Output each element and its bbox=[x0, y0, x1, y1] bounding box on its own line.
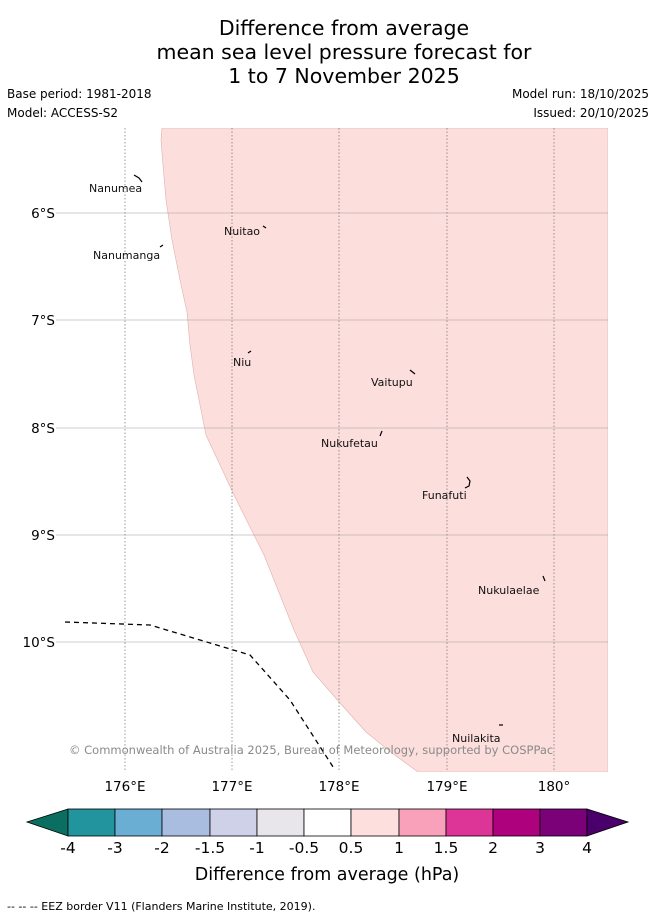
colorbar-tick: 1 bbox=[394, 839, 404, 857]
colorbar-tick: -1 bbox=[249, 839, 264, 857]
model-name: Model: ACCESS-S2 bbox=[7, 106, 119, 120]
title-line-1: Difference from average bbox=[218, 16, 470, 40]
colorbar-tick: 0.5 bbox=[339, 839, 364, 857]
island-nukulaelae-shape bbox=[542, 575, 546, 582]
lat-label-9s: 9°S bbox=[31, 528, 55, 544]
island-niu-shape bbox=[247, 350, 252, 354]
issued-date: Issued: 20/10/2025 bbox=[533, 106, 649, 120]
lon-label-178e: 178°E bbox=[318, 779, 359, 795]
islands bbox=[133, 174, 546, 726]
place-nuilakita: Nuilakita bbox=[452, 732, 501, 745]
colorbar-tick: 3 bbox=[535, 839, 545, 857]
colorbar-arrow-low bbox=[25, 808, 69, 837]
colorbar-swatch-5 bbox=[256, 808, 305, 837]
place-nukufetau: Nukufetau bbox=[321, 437, 378, 450]
map-area: Nanumea Nuitao Nanumanga Niu Vaitupu Nuk… bbox=[56, 128, 608, 772]
shaded-region-0.5-to-1 bbox=[160, 128, 608, 772]
colorbar-swatch-2 bbox=[114, 808, 163, 837]
longitude-gridlines bbox=[124, 128, 555, 772]
lat-label-7s: 7°S bbox=[31, 313, 55, 329]
colorbar-tick: -4 bbox=[60, 839, 75, 857]
colorbar-tick: 4 bbox=[582, 839, 592, 857]
longitude-labels: 176°E 177°E 178°E 179°E 180° bbox=[104, 779, 570, 795]
place-nuitao: Nuitao bbox=[224, 225, 260, 238]
map-title: Difference from average mean sea level p… bbox=[0, 16, 655, 88]
model-run: Model run: 18/10/2025 bbox=[511, 87, 649, 101]
colorbar-tick: -0.5 bbox=[289, 839, 319, 857]
place-nukulaelae: Nukulaelae bbox=[478, 584, 540, 597]
lon-label-176e: 176°E bbox=[104, 779, 145, 795]
colorbar: -4 -3 -2 -1.5 -1 -0.5 0.5 1 1.5 2 3 4 Di… bbox=[25, 808, 630, 885]
lon-label-177e: 177°E bbox=[211, 779, 252, 795]
lon-label-179e: 179°E bbox=[426, 779, 467, 795]
island-funafuti-shape bbox=[464, 476, 471, 489]
colorbar-swatch-6 bbox=[303, 808, 352, 837]
copyright-notice: © Commonwealth of Australia 2025, Bureau… bbox=[69, 743, 553, 757]
island-vaitupu-shape bbox=[409, 369, 416, 375]
colorbar-swatch-10 bbox=[492, 808, 541, 837]
place-funafuti: Funafuti bbox=[422, 489, 467, 502]
place-vaitupu: Vaitupu bbox=[371, 376, 413, 389]
colorbar-label: Difference from average (hPa) bbox=[195, 865, 460, 885]
place-nanumea: Nanumea bbox=[89, 182, 142, 195]
place-niu: Niu bbox=[233, 356, 251, 369]
base-period: Base period: 1981-2018 bbox=[7, 87, 152, 101]
island-nanumanga-shape bbox=[159, 244, 164, 248]
colorbar-swatch-4 bbox=[209, 808, 258, 837]
eez-legend: -- -- -- EEZ border V11 (Flanders Marine… bbox=[7, 900, 316, 913]
title-line-3: 1 to 7 November 2025 bbox=[228, 64, 460, 88]
colorbar-swatch-7 bbox=[350, 808, 400, 837]
colorbar-swatch-3 bbox=[161, 808, 211, 837]
island-nuitao-shape bbox=[262, 225, 267, 229]
colorbar-arrow-high bbox=[586, 808, 630, 837]
lat-label-8s: 8°S bbox=[31, 421, 55, 437]
island-nukufetau-shape bbox=[379, 430, 383, 437]
colorbar-swatch-11 bbox=[539, 808, 588, 837]
colorbar-tick: 1.5 bbox=[434, 839, 459, 857]
latitude-labels: 6°S 7°S 8°S 9°S 10°S bbox=[23, 206, 56, 651]
place-nanumanga: Nanumanga bbox=[93, 249, 160, 262]
colorbar-tick: -1.5 bbox=[195, 839, 225, 857]
lat-label-6s: 6°S bbox=[31, 206, 55, 222]
title-line-2: mean sea level pressure forecast for bbox=[156, 40, 532, 64]
lon-label-180: 180° bbox=[538, 779, 571, 795]
colorbar-swatch-9 bbox=[445, 808, 494, 837]
island-nanumea-shape bbox=[133, 174, 143, 183]
eez-border bbox=[64, 621, 336, 771]
colorbar-tick: -2 bbox=[154, 839, 169, 857]
colorbar-tick: -3 bbox=[107, 839, 122, 857]
colorbar-swatch-1 bbox=[67, 808, 116, 837]
colorbar-swatch-8 bbox=[398, 808, 447, 837]
lat-label-10s: 10°S bbox=[23, 635, 56, 651]
latitude-gridlines bbox=[56, 212, 608, 643]
colorbar-tick: 2 bbox=[488, 839, 498, 857]
map-figure: Nanumea Nuitao Nanumanga Niu Vaitupu Nuk… bbox=[23, 128, 630, 885]
